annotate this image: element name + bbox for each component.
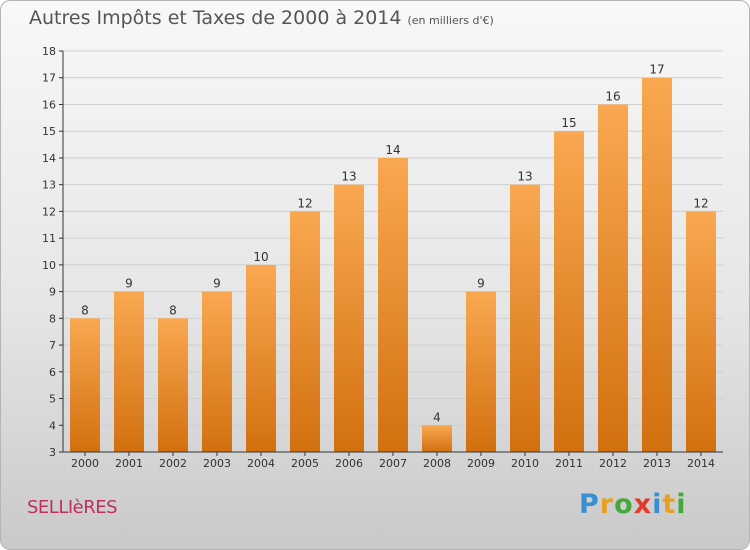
- logo-letter: P: [579, 489, 600, 520]
- bar-value-label: 14: [385, 143, 400, 157]
- bar-value-label: 16: [605, 89, 620, 103]
- y-tick-label: 9: [49, 286, 56, 299]
- x-tick-label: 2011: [555, 457, 583, 470]
- bar-value-label: 9: [213, 277, 221, 291]
- y-tick-label: 7: [49, 339, 56, 352]
- bar: [334, 184, 364, 452]
- bar: [422, 425, 452, 452]
- y-tick-label: 11: [42, 232, 56, 245]
- x-tick-label: 2014: [687, 457, 715, 470]
- x-tick-label: 2001: [115, 457, 143, 470]
- bar: [246, 264, 276, 452]
- chart-title-unit: (en milliers d'€): [407, 14, 494, 27]
- logo-letter: t: [662, 489, 677, 520]
- bar-value-label: 15: [561, 116, 576, 130]
- x-tick-label: 2005: [291, 457, 319, 470]
- bar-value-label: 12: [297, 196, 312, 210]
- bar-value-label: 4: [433, 410, 441, 424]
- y-tick-label: 3: [49, 446, 56, 459]
- bar-value-label: 13: [341, 170, 356, 184]
- logo-letter: x: [633, 489, 653, 520]
- y-tick-label: 13: [42, 179, 56, 192]
- x-tick-label: 2003: [203, 457, 231, 470]
- x-tick-label: 2007: [379, 457, 407, 470]
- x-tick-label: 2000: [71, 457, 99, 470]
- bar: [642, 77, 672, 452]
- y-tick-label: 8: [49, 312, 56, 325]
- chart-title-main: Autres Impôts et Taxes de 2000 à 2014: [29, 7, 402, 29]
- bar-value-label: 17: [649, 63, 664, 77]
- bar-value-label: 10: [253, 250, 268, 264]
- logo-letter: i: [652, 489, 663, 520]
- x-tick-label: 2010: [511, 457, 539, 470]
- axes: 3 4 5 6 7 8 9 10 11 12 13 14 15 16 17 18 2000 2001 2002 200…: [42, 45, 723, 470]
- x-tick-label: 2008: [423, 457, 451, 470]
- y-tick-label: 5: [49, 393, 56, 406]
- bar: [554, 131, 584, 452]
- bar-value-label: 9: [125, 277, 133, 291]
- bar: [158, 318, 188, 452]
- x-tick-label: 2012: [599, 457, 627, 470]
- bar: [598, 104, 628, 452]
- bar-value-label: 13: [517, 170, 532, 184]
- logo-letter: r: [599, 489, 615, 520]
- bar-chart: 8 9 8 9 10 12 13 14 4 9 13 15 16 17 12 3 4 5 6 7 8 9 10 11 12 13…: [42, 45, 723, 470]
- logo-letter: o: [614, 489, 634, 520]
- y-tick-label: 6: [49, 366, 56, 379]
- logo-letter: i: [676, 489, 687, 520]
- y-tick-label: 15: [42, 125, 56, 138]
- bar-value-label: 8: [169, 303, 177, 317]
- chart-title: Autres Impôts et Taxes de 2000 à 2014 (en…: [29, 7, 494, 29]
- bar: [114, 291, 144, 452]
- x-tick-label: 2006: [335, 457, 363, 470]
- x-tick-label: 2009: [467, 457, 495, 470]
- x-tick-label: 2002: [159, 457, 187, 470]
- bar-value-label: 12: [693, 196, 708, 210]
- bar: [510, 184, 540, 452]
- bar: [378, 157, 408, 452]
- bar: [290, 211, 320, 452]
- bar-value-label: 9: [477, 277, 485, 291]
- proxiti-logo: Proxiti: [579, 489, 687, 520]
- y-tick-label: 17: [42, 72, 56, 85]
- y-tick-label: 14: [42, 152, 56, 165]
- bar: [466, 291, 496, 452]
- bars: 8 9 8 9 10 12 13 14 4 9 13 15 16 17 12: [70, 63, 716, 452]
- bar: [70, 318, 100, 452]
- y-tick-label: 18: [42, 45, 56, 58]
- y-tick-label: 12: [42, 205, 56, 218]
- bar: [686, 211, 716, 452]
- commune-name: SELLIèRES: [27, 497, 118, 518]
- y-tick-label: 16: [42, 98, 56, 111]
- y-tick-label: 10: [42, 259, 56, 272]
- bar-value-label: 8: [81, 303, 89, 317]
- x-tick-label: 2004: [247, 457, 275, 470]
- x-tick-label: 2013: [643, 457, 671, 470]
- bar: [202, 291, 232, 452]
- y-tick-label: 4: [49, 419, 56, 432]
